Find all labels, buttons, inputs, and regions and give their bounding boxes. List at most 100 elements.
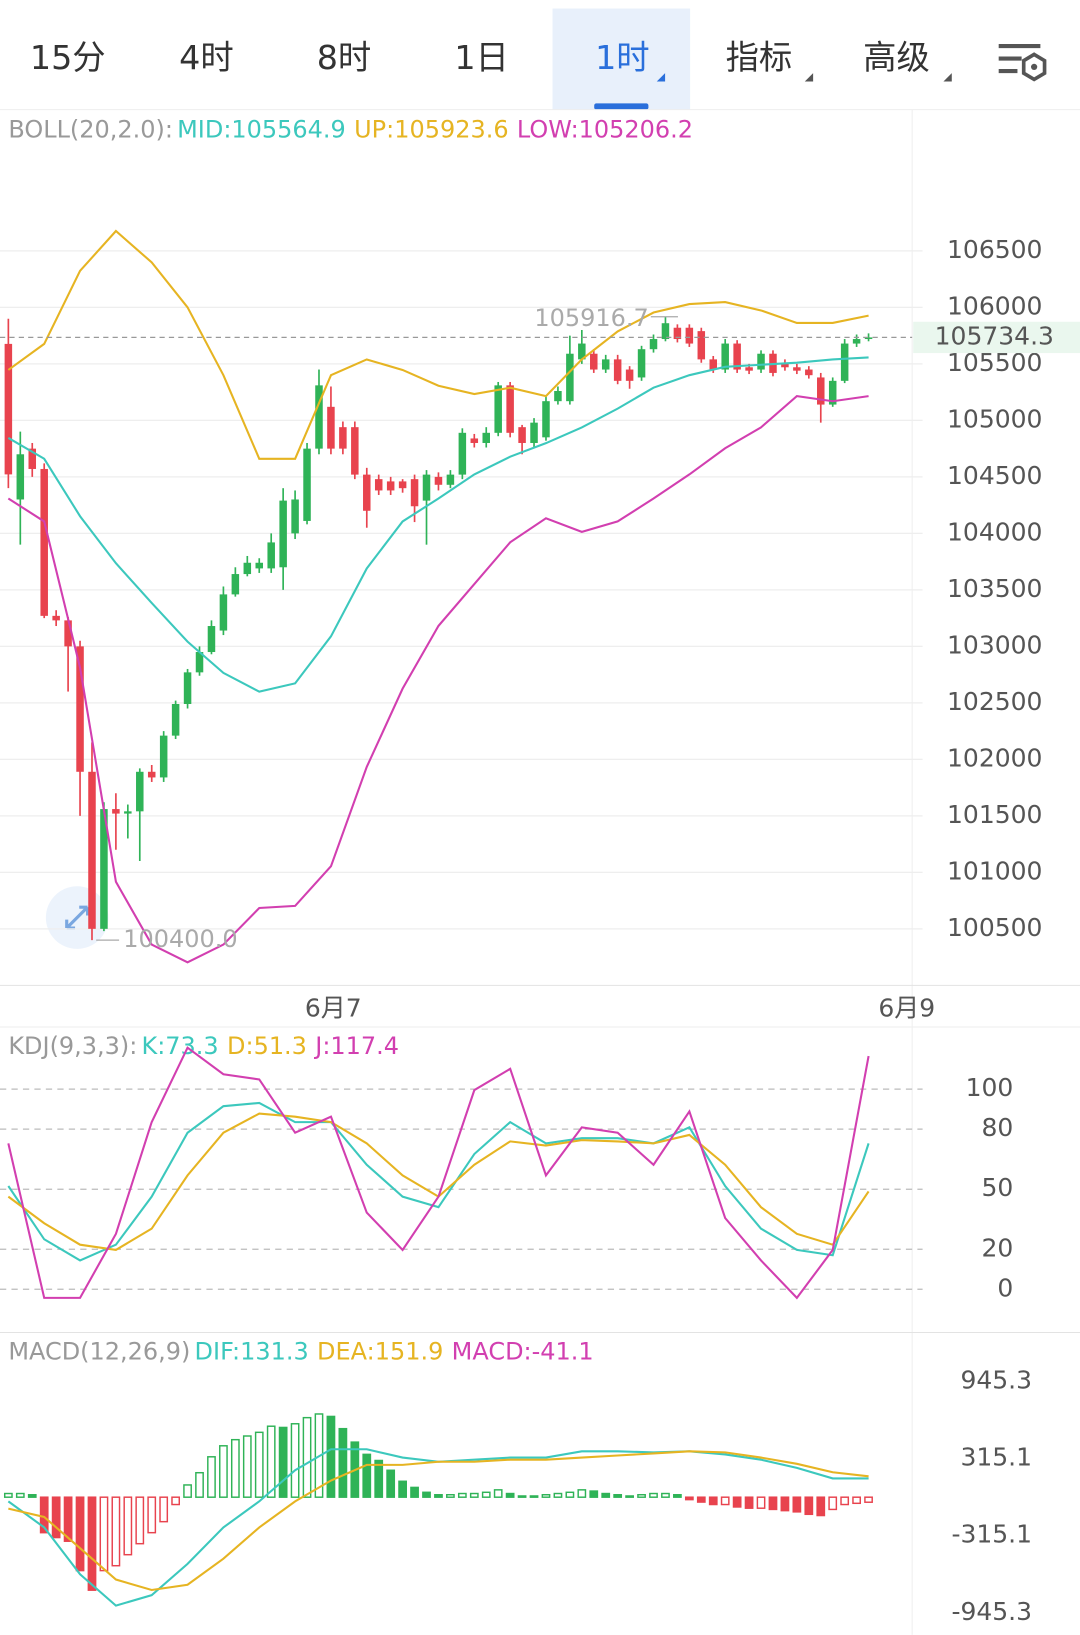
- histogram-bar: [720, 1496, 730, 1506]
- candle-body: [28, 448, 37, 469]
- indicator-line: [7, 395, 869, 964]
- plot-area: 1005001010001015001020001025001030001035…: [0, 116, 1080, 1626]
- candle-body: [781, 362, 789, 368]
- y-tick-label: 101000: [947, 856, 1042, 885]
- tab[interactable]: 4时: [179, 38, 234, 77]
- y-tick-label: 101500: [947, 800, 1042, 829]
- histogram-bar: [517, 1495, 527, 1498]
- histogram-bar: [278, 1426, 288, 1498]
- histogram-bar: [219, 1445, 228, 1498]
- histogram-bar: [684, 1496, 694, 1501]
- histogram-bar: [123, 1496, 133, 1556]
- histogram-bar: [601, 1492, 611, 1498]
- candle-body: [386, 481, 395, 491]
- histogram-bar: [410, 1486, 419, 1498]
- legend-entry: LOW:105206.2: [517, 116, 693, 144]
- y-tick-label: 102000: [947, 743, 1042, 772]
- histogram-bar: [481, 1491, 491, 1498]
- candle-body: [231, 574, 240, 595]
- histogram-bar: [708, 1496, 718, 1506]
- candle-body: [733, 343, 741, 370]
- candle-body: [291, 499, 299, 534]
- candle-body: [159, 735, 168, 778]
- candle-body: [410, 479, 419, 507]
- histogram-bar: [661, 1492, 670, 1498]
- histogram-bar: [446, 1494, 455, 1498]
- candle-body: [88, 771, 96, 929]
- candle-body: [195, 652, 204, 673]
- candle-body: [864, 337, 873, 340]
- indicator-line: [8, 1450, 869, 1592]
- candle-body: [374, 479, 383, 491]
- candle-body: [578, 343, 586, 360]
- candle-body: [506, 385, 514, 433]
- candle-body: [398, 481, 407, 489]
- histogram-bar: [207, 1456, 216, 1498]
- candle-body: [219, 594, 228, 631]
- candle-body: [76, 646, 84, 772]
- indicator-line: [7, 229, 869, 460]
- tab[interactable]: 1时: [595, 38, 650, 77]
- zoom-button[interactable]: [45, 886, 109, 949]
- candle-body: [625, 369, 634, 381]
- histogram-bar: [816, 1496, 826, 1517]
- histogram-bar: [613, 1494, 623, 1498]
- histogram-bar: [147, 1496, 157, 1534]
- candle-body: [637, 349, 646, 378]
- candle-body: [16, 454, 25, 500]
- legend-entry: D:51.3: [227, 1032, 307, 1060]
- candle-body: [685, 327, 694, 344]
- candle-body: [840, 343, 849, 381]
- histogram-bar: [625, 1495, 634, 1498]
- y-tick-label: 20: [981, 1233, 1013, 1262]
- histogram-bar: [183, 1484, 192, 1498]
- extreme-marker-label: 100400.0: [123, 925, 237, 953]
- candle-body: [494, 385, 502, 433]
- candle-body: [267, 542, 275, 569]
- candle-body: [542, 401, 550, 438]
- y-tick-label: 106000: [947, 291, 1042, 320]
- histogram-bar: [780, 1496, 790, 1512]
- candle-body: [745, 367, 753, 371]
- tab[interactable]: 8时: [317, 38, 372, 77]
- histogram-bar: [338, 1427, 348, 1498]
- tab-bar: 15分 4时 8时 1日 1时 指标 高级: [30, 38, 930, 77]
- indicator-line: [7, 356, 869, 693]
- histogram-bar: [864, 1496, 873, 1503]
- indicator-line: [7, 1046, 870, 1300]
- histogram-bar: [3, 1492, 13, 1498]
- candle-body: [817, 377, 825, 405]
- y-tick-label: 50: [981, 1173, 1013, 1202]
- tab[interactable]: 高级: [863, 38, 930, 77]
- candle-body: [697, 331, 706, 360]
- y-tick-label: 0: [997, 1273, 1013, 1302]
- candle-body: [303, 448, 311, 521]
- histogram-bar: [266, 1425, 276, 1498]
- candle-body: [805, 369, 813, 376]
- histogram-bar: [469, 1492, 479, 1498]
- tab[interactable]: 指标: [726, 38, 793, 77]
- histogram-bar: [39, 1496, 49, 1534]
- candle-body: [649, 339, 658, 350]
- candle-body: [207, 626, 216, 653]
- last-price-label: 105734.3: [935, 321, 1054, 350]
- histogram-bar: [326, 1415, 336, 1498]
- candle-body: [530, 422, 538, 443]
- histogram-bar: [386, 1469, 396, 1498]
- histogram-bar: [230, 1438, 240, 1498]
- y-tick-label: 103500: [947, 574, 1042, 603]
- y-tick-label: 100500: [947, 913, 1042, 942]
- legend-entry: UP:105923.6: [354, 116, 508, 144]
- tab[interactable]: 15分: [30, 38, 106, 77]
- dropdown-arrow: [804, 73, 814, 82]
- x-tick-label: 6月7: [305, 993, 362, 1022]
- tab[interactable]: 1日: [454, 38, 509, 77]
- indicator-title: MACD(12,26,9): [8, 1337, 190, 1365]
- histogram-bar: [159, 1496, 169, 1523]
- candle-body: [147, 771, 156, 778]
- settings-icon[interactable]: [998, 43, 1047, 82]
- active-tab-underline: [594, 103, 649, 110]
- histogram-bar: [171, 1496, 181, 1506]
- candle-body: [279, 500, 287, 568]
